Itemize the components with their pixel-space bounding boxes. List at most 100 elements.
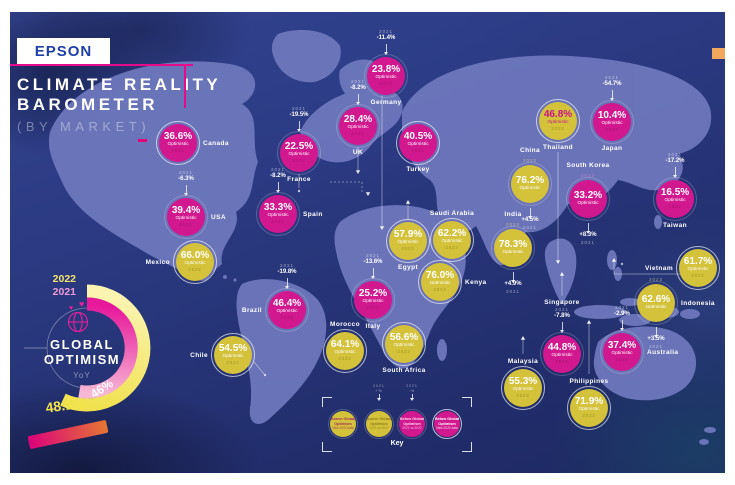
- optimism-caption: Optimistic: [601, 120, 623, 126]
- optimism-value: 39.4%: [171, 204, 201, 216]
- connector-line: [620, 320, 624, 331]
- market-label: South Africa: [382, 367, 426, 374]
- optimism-bubble[interactable]: 37.4% Optimistic 2022: [600, 330, 644, 374]
- data-year: 2022: [179, 221, 193, 227]
- optimism-bubble[interactable]: 57.9% Optimistic 2022: [386, 219, 430, 263]
- optimism-value: 55.3%: [508, 375, 538, 387]
- donut-arc-2022: [60, 284, 151, 412]
- yoy-year: 2021: [270, 167, 285, 173]
- optimism-bubble[interactable]: 78.3% Optimistic: [491, 226, 535, 270]
- optimism-bubble[interactable]: 56.6% Optimistic 2022: [382, 322, 426, 366]
- epson-logo: EPSON: [17, 38, 110, 65]
- optimism-bubble[interactable]: 76.0% Optimistic 2022: [418, 260, 462, 304]
- connector-line: [654, 327, 658, 338]
- donut-value-2022: 48.1%: [45, 394, 87, 415]
- optimism-bubble[interactable]: 46.8% Optimistic 2022: [536, 99, 580, 143]
- optimism-bubble[interactable]: 25.2% Optimistic 2022: [351, 278, 395, 322]
- optimism-bubble[interactable]: 54.5% Optimistic 2022: [211, 333, 255, 377]
- optimism-bubble[interactable]: 10.4% Optimistic 2022: [590, 100, 634, 144]
- yoy-note: 2021 -11.4%: [356, 29, 416, 55]
- data-year: 2022: [401, 245, 415, 251]
- connector-arrows: [263, 170, 624, 377]
- optimism-caption: Optimistic: [347, 124, 369, 130]
- data-year: 2022: [445, 244, 459, 250]
- optimism-value: 61.7%: [683, 255, 713, 267]
- optimism-value: 23.8%: [371, 63, 401, 75]
- title-block: CLIMATE REALITY BAROMETER (BY MARKET): [10, 64, 218, 134]
- optimism-bubble[interactable]: 22.5% Optimistic 2022: [277, 131, 321, 175]
- connector-lines: [253, 96, 694, 375]
- market-label: Egypt: [397, 264, 419, 271]
- key-circle-label: Optimism: [370, 421, 388, 426]
- market-label: Malaysia: [507, 358, 539, 365]
- optimism-bubble[interactable]: 66.0% Optimistic 2022: [173, 240, 217, 284]
- yoy-change: -54.7%: [602, 81, 622, 88]
- key-circle-sub: 2021 vs 2022: [369, 426, 389, 431]
- key-circle: Below Global Optimism New 2022 data: [431, 408, 463, 440]
- market-label: Morocco: [330, 321, 360, 328]
- yoy-year: 2021: [378, 29, 393, 35]
- optimism-bubble[interactable]: 28.4% Optimistic 2022: [336, 104, 380, 148]
- yoy-note: 2021 -13.6%: [343, 253, 403, 279]
- optimism-bubble[interactable]: 61.7% Optimistic 2022: [676, 246, 720, 290]
- market-label: India: [504, 211, 522, 218]
- data-year: 2022: [397, 348, 411, 354]
- data-year: 2022: [351, 130, 365, 136]
- optimism-bubble[interactable]: 62.6% Optimistic: [634, 281, 678, 325]
- data-year: 2022: [379, 80, 393, 86]
- optimism-bubble[interactable]: 36.6% Optimistic 2022: [156, 121, 200, 165]
- optimism-bubble[interactable]: 46.4% Optimistic 2022: [265, 288, 309, 332]
- optimism-bubble[interactable]: 33.3% Optimistic 2022: [256, 192, 300, 236]
- optimism-value: 16.5%: [660, 186, 690, 198]
- optimism-caption: Optimistic: [184, 260, 206, 266]
- market-label: Mexico: [145, 259, 170, 266]
- optimism-caption: Optimistic: [645, 304, 667, 310]
- island-new-zealand-south: [699, 439, 709, 445]
- yoy-year: 2021: [279, 263, 294, 269]
- island-new-zealand: [704, 427, 716, 433]
- market-label: Saudi Arabia: [429, 210, 475, 217]
- island-caribbean: [223, 275, 227, 279]
- yoy-change: -13.6%: [363, 259, 383, 266]
- yoy-year: 2021: [365, 253, 380, 259]
- key-circle-label: Above Global: [366, 417, 392, 422]
- optimism-bubble[interactable]: 23.8% Optimistic 2022: [364, 54, 408, 98]
- island-sulawesi: [620, 298, 640, 306]
- market-label: Kenya: [465, 279, 487, 286]
- optimism-bubble[interactable]: 71.9% Optimistic 2022: [567, 386, 611, 430]
- optimism-bubble[interactable]: 62.2% Optimistic 2022: [430, 218, 474, 262]
- optimism-bubble[interactable]: 55.3% Optimistic 2022: [501, 366, 545, 410]
- optimism-bubble[interactable]: 64.1% Optimistic 2022: [323, 329, 367, 373]
- data-year: 2022: [292, 157, 306, 163]
- key-circle-label: Optimism: [403, 421, 421, 426]
- yoy-note: 2021 -54.7%: [582, 75, 642, 101]
- yoy-change: -19.5%: [289, 112, 309, 119]
- island-philippines: [607, 250, 617, 270]
- optimism-bubble[interactable]: 76.2% Optimistic: [508, 162, 552, 206]
- legend-year-2021: 2021: [53, 286, 77, 298]
- connector-line: [285, 278, 289, 289]
- optimism-bubble[interactable]: 16.5% Optimistic 2022: [653, 177, 697, 221]
- optimism-caption: Optimistic: [551, 352, 573, 358]
- key-circle-label: Below Global: [434, 417, 460, 422]
- data-year: 2022: [433, 286, 447, 292]
- optimism-bubble[interactable]: 40.5% Optimistic 2022: [396, 121, 440, 165]
- island-sumatra: [574, 305, 626, 319]
- connector-line: [297, 121, 301, 132]
- key-circle: Above Global Optimism New 2022 data: [327, 408, 359, 440]
- key-circle-sub: New 2022 data: [436, 426, 458, 431]
- yoy-change: -2.9%: [614, 311, 630, 318]
- optimism-bubble[interactable]: 44.8% Optimistic 2022: [540, 332, 584, 376]
- data-year: 2022: [648, 277, 663, 282]
- island-caribbean-2: [233, 278, 237, 282]
- yoy-change: -19.8%: [277, 269, 297, 276]
- yoy-change: +8.3%: [579, 232, 597, 238]
- yoy-year: 2021: [178, 170, 193, 176]
- optimism-bubble[interactable]: 39.4% Optimistic 2022: [164, 195, 208, 239]
- optimism-caption: Optimistic: [334, 349, 356, 355]
- data-year: 2022: [516, 392, 530, 398]
- optimism-value: 76.2%: [515, 174, 545, 186]
- yoy-note: +4.5% 2021: [500, 207, 560, 231]
- optimism-bubble[interactable]: 33.2% Optimistic: [566, 177, 610, 221]
